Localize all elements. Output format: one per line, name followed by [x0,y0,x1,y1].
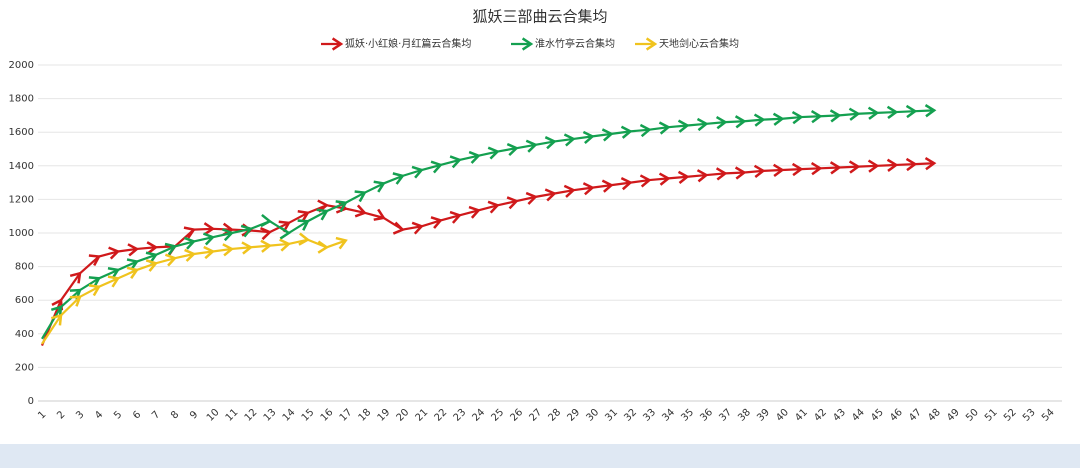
x-tick-label: 5 [112,409,124,421]
legend-label: 狐妖·小红娘·月红篇云合集均 [345,37,471,50]
x-tick-label: 33 [641,407,658,424]
x-tick-label: 2 [55,409,67,421]
x-tick-label: 22 [433,407,450,424]
y-tick-label: 1200 [9,194,34,205]
x-tick-label: 40 [774,407,791,424]
x-tick-label: 3 [74,409,86,421]
x-tick-label: 24 [471,407,488,424]
x-tick-label: 52 [1002,407,1019,424]
series-line [41,104,937,340]
x-tick-label: 27 [527,407,544,424]
x-tick-label: 1 [36,409,48,421]
x-tick-label: 15 [300,407,317,424]
x-tick-label: 32 [622,407,639,424]
y-tick-label: 0 [28,396,34,407]
legend-label: 天地剑心云合集均 [659,37,739,50]
x-tick-label: 36 [698,407,715,424]
x-tick-label: 46 [888,407,905,424]
y-tick-label: 1400 [9,161,34,172]
x-tick-label: 11 [224,407,241,424]
x-tick-label: 4 [93,409,105,421]
x-tick-label: 20 [395,407,412,424]
x-tick-label: 8 [169,409,181,421]
x-tick-label: 23 [452,407,469,424]
x-tick-label: 30 [584,407,601,424]
x-tick-label: 35 [679,407,696,424]
x-tick-label: 47 [907,407,924,424]
x-tick-label: 38 [736,407,753,424]
y-tick-label: 1000 [9,228,34,239]
series-line [41,232,348,345]
y-tick-label: 400 [15,329,34,340]
x-tick-label: 48 [926,407,943,424]
x-tick-label: 54 [1040,407,1057,424]
x-tick-label: 17 [338,407,355,424]
x-tick-label: 19 [376,407,393,424]
x-tick-label: 26 [508,407,525,424]
x-tick-label: 45 [869,407,886,424]
x-tick-label: 21 [414,407,431,424]
x-tick-label: 53 [1021,407,1038,424]
x-tick-label: 9 [188,409,200,421]
x-tick-label: 44 [850,407,867,424]
x-tick-label: 12 [243,407,260,424]
x-tick-label: 50 [964,407,981,424]
x-tick-label: 10 [205,407,222,424]
x-tick-label: 43 [831,407,848,424]
x-tick-label: 39 [755,407,772,424]
x-tick-label: 14 [281,407,298,424]
y-tick-label: 1800 [9,94,34,105]
x-tick-label: 51 [983,407,1000,424]
chart-title: 狐妖三部曲云合集均 [472,8,607,26]
x-tick-label: 6 [131,409,143,421]
x-tick-label: 13 [262,407,279,424]
x-tick-label: 18 [357,407,374,424]
x-tick-label: 16 [319,407,336,424]
x-tick-label: 41 [793,407,810,424]
x-tick-label: 29 [565,407,582,424]
x-tick-label: 42 [812,407,829,424]
y-tick-label: 2000 [9,60,34,71]
x-tick-label: 37 [717,407,734,424]
series-line [40,156,937,346]
y-tick-label: 600 [15,295,34,306]
y-tick-label: 800 [15,262,34,273]
legend-label: 淮水竹亭云合集均 [535,37,615,50]
y-tick-label: 1600 [9,127,34,138]
x-tick-label: 28 [546,407,563,424]
x-tick-label: 31 [603,407,620,424]
x-tick-label: 7 [150,409,162,421]
x-tick-label: 25 [490,407,507,424]
status-bar [0,444,1080,468]
x-tick-label: 49 [945,407,962,424]
y-tick-label: 200 [15,362,34,373]
x-tick-label: 34 [660,407,677,424]
